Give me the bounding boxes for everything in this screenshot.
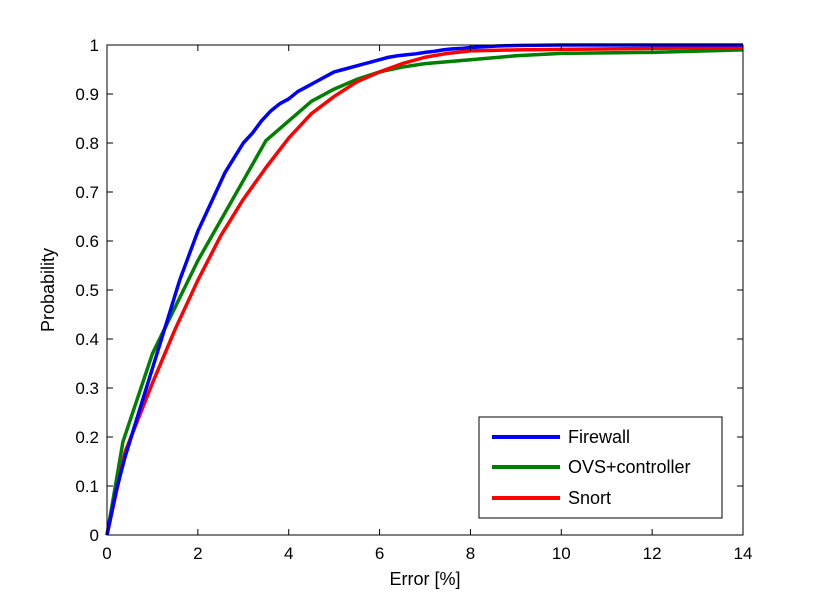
y-tick-label: 0.8 bbox=[75, 134, 99, 153]
legend-label-firewall: Firewall bbox=[568, 427, 630, 447]
y-tick-label: 0.1 bbox=[75, 477, 99, 496]
x-tick-label: 8 bbox=[466, 544, 475, 563]
y-tick-label: 0 bbox=[90, 526, 99, 545]
series-line-snort bbox=[105, 45, 744, 536]
y-tick-label: 0.9 bbox=[75, 85, 99, 104]
x-axis-label: Error [%] bbox=[389, 569, 460, 589]
series-layer bbox=[105, 43, 744, 536]
y-tick-label: 0.6 bbox=[75, 232, 99, 251]
y-tick-label: 0.4 bbox=[75, 330, 99, 349]
series-line-firewall bbox=[105, 43, 743, 536]
x-tick-label: 14 bbox=[734, 544, 753, 563]
x-tick-label: 0 bbox=[102, 544, 111, 563]
legend-label-snort: Snort bbox=[568, 488, 611, 508]
y-tick-label: 0.7 bbox=[75, 183, 99, 202]
x-tick-label: 4 bbox=[284, 544, 293, 563]
legend: Firewall OVS+controller Snort bbox=[478, 416, 723, 519]
x-tick-label: 12 bbox=[643, 544, 662, 563]
x-tick-label: 10 bbox=[552, 544, 571, 563]
y-tick-label: 1 bbox=[90, 36, 99, 55]
y-tick-label: 0.5 bbox=[75, 281, 99, 300]
x-tick-label: 2 bbox=[193, 544, 202, 563]
y-axis-label: Probability bbox=[38, 248, 58, 332]
ticks-layer: 0 2 4 6 8 10 12 14 0 0.1 0.2 0.3 0.4 0.5 0.6 0.7 0.8 0.9 1 bbox=[75, 36, 752, 563]
legend-label-ovs-controller: OVS+controller bbox=[568, 457, 691, 477]
x-tick-label: 6 bbox=[375, 544, 384, 563]
y-tick-label: 0.3 bbox=[75, 379, 99, 398]
y-tick-label: 0.2 bbox=[75, 428, 99, 447]
